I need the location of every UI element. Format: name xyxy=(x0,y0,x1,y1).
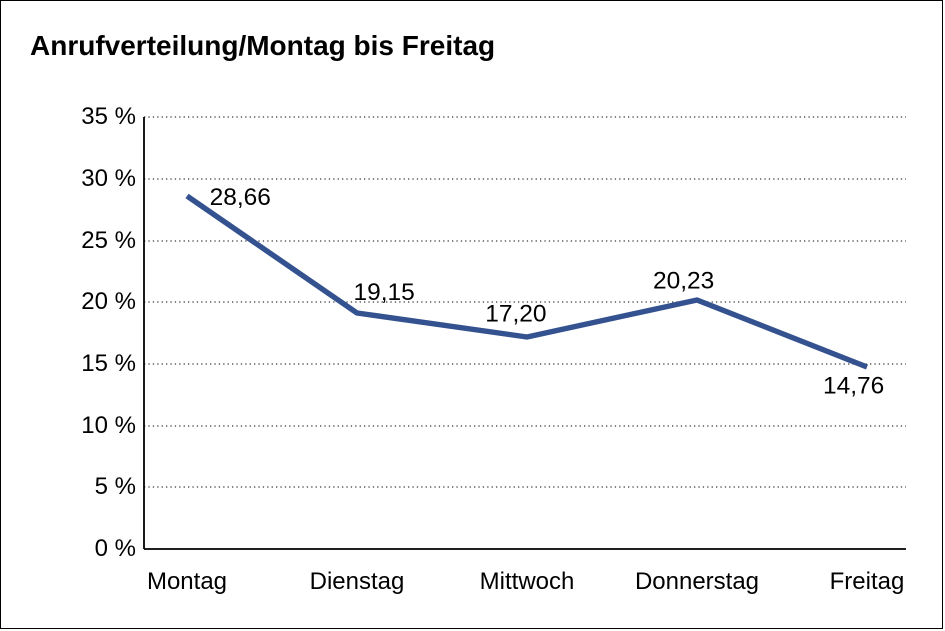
svg-text:0 %: 0 % xyxy=(95,535,136,562)
svg-text:14,76: 14,76 xyxy=(823,372,884,399)
svg-text:Freitag: Freitag xyxy=(830,568,905,595)
svg-text:20,23: 20,23 xyxy=(653,267,714,294)
svg-text:10 %: 10 % xyxy=(81,412,136,439)
svg-text:Donnerstag: Donnerstag xyxy=(635,568,759,595)
svg-text:19,15: 19,15 xyxy=(354,279,415,306)
svg-text:Montag: Montag xyxy=(147,568,227,595)
svg-text:17,20: 17,20 xyxy=(485,301,546,328)
svg-text:20 %: 20 % xyxy=(81,288,136,315)
svg-text:25 %: 25 % xyxy=(81,227,136,254)
svg-text:30 %: 30 % xyxy=(81,165,136,192)
svg-text:Mittwoch: Mittwoch xyxy=(480,568,575,595)
svg-text:35 %: 35 % xyxy=(81,103,136,130)
svg-text:28,66: 28,66 xyxy=(210,184,271,211)
svg-text:Dienstag: Dienstag xyxy=(310,568,405,595)
svg-text:15 %: 15 % xyxy=(81,350,136,377)
svg-text:5 %: 5 % xyxy=(95,473,136,500)
